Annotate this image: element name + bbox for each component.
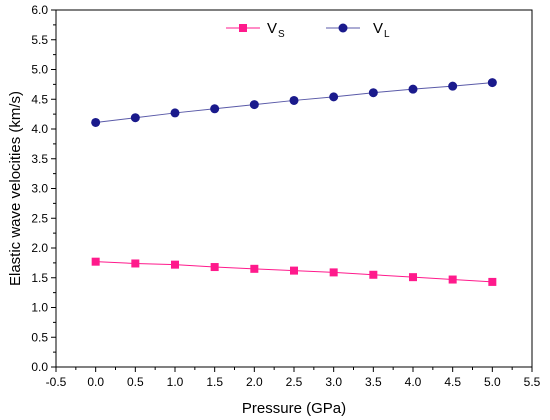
data-point-square [290,266,298,275]
x-tick-label: 0.0 [87,375,104,389]
y-tick-label: 5.5 [31,33,48,47]
data-point-circle [329,92,339,102]
legend-subscript-1: L [384,29,390,40]
x-tick-label: 3.0 [325,375,342,389]
y-tick-label: 1.5 [31,271,48,285]
data-point-circle [289,95,299,105]
legend-marker-square [239,24,247,32]
legend-label-0: V [267,20,277,37]
y-tick-label: 4.5 [31,92,48,106]
data-point-circle [130,113,140,123]
x-tick-label: 1.0 [167,375,184,389]
data-point-square [488,277,497,286]
x-tick-label: 5.0 [484,375,501,389]
data-point-circle [170,108,180,118]
legend-subscript-0: S [278,29,285,40]
legend-marker-circle [338,23,348,33]
data-point-circle [408,84,418,94]
x-tick-label: 3.5 [365,375,382,389]
data-point-square [448,275,457,284]
data-point-square [91,257,100,266]
y-tick-label: 0.5 [31,330,48,344]
data-point-circle [249,100,259,110]
y-tick-label: 5.0 [31,63,48,77]
x-axis-title: Pressure (GPa) [242,400,346,417]
y-tick-label: 0.0 [31,360,48,374]
y-tick-label: 3.5 [31,152,48,166]
x-tick-label: 4.5 [444,375,461,389]
plot-area: -0.5 0.0 0.5 1.0 1.5 2.0 2.5 3.0 3.5 4.0 4.5 5.0 5.5… [7,3,541,417]
data-point-square [210,263,219,272]
data-point-square [171,260,179,269]
data-point-square [409,273,417,282]
y-axis-title: Elastic wave velocities (km/s) [7,91,24,286]
data-point-square [329,268,338,277]
plot-frame [55,9,533,368]
y-tick-label: 1.0 [31,301,48,315]
data-point-square [131,259,140,268]
y-tick-label: 4.0 [31,122,48,136]
legend-label-1: V [373,20,383,37]
y-tick-label: 3.0 [31,182,48,196]
data-point-circle [368,88,378,98]
x-tick-label: 0.5 [127,375,144,389]
x-tick-label: 4.0 [405,375,422,389]
data-point-square [250,264,259,273]
data-point-circle [210,104,220,114]
y-tick-label: 2.0 [31,241,48,255]
x-tick-label: 5.5 [524,375,541,389]
x-tick-label: 2.5 [286,375,303,389]
x-tick-label: 1.5 [206,375,223,389]
data-point-circle [91,117,101,127]
data-point-square [369,270,378,279]
y-tick-label: 2.5 [31,211,48,225]
x-tick-label: -0.5 [46,375,67,389]
y-tick-label: 6.0 [31,3,48,17]
x-tick-label: 2.0 [246,375,263,389]
data-point-circle [487,78,497,88]
data-point-circle [448,81,458,91]
